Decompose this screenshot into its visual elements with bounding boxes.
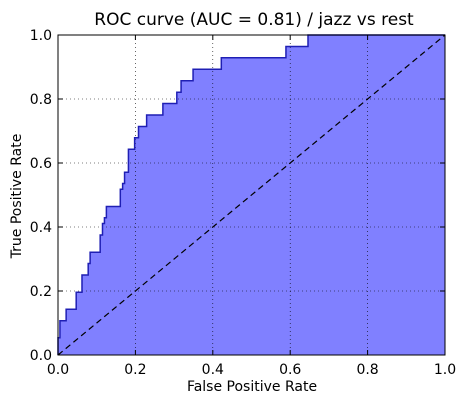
x-tick-label: 0.8: [356, 362, 378, 378]
y-tick-label: 1.0: [30, 28, 52, 44]
x-tick-label: 0.4: [202, 362, 224, 378]
y-tick-label: 0.2: [30, 284, 52, 300]
plot-area: [57, 34, 446, 356]
chance-diagonal-line: [57, 34, 446, 356]
y-tick-label: 0.0: [30, 348, 52, 364]
x-axis-label: False Positive Rate: [187, 379, 317, 395]
x-axis-ticks: 0.0 0.2 0.4 0.6 0.8 1.0: [47, 35, 456, 378]
x-tick-label: 0.0: [47, 362, 69, 378]
y-axis-label: True Positive Rate: [9, 134, 25, 260]
grid-lines: [58, 35, 445, 355]
x-tick-label: 1.0: [434, 362, 456, 378]
y-axis-ticks: 0.0 0.2 0.4 0.6 0.8 1.0: [30, 28, 445, 364]
x-tick-label: 0.6: [279, 362, 301, 378]
chart-title: ROC curve (AUC = 0.81) / jazz vs rest: [94, 10, 414, 30]
y-tick-label: 0.4: [30, 220, 52, 236]
plot-frame: [57, 34, 446, 356]
roc-curve-line: [57, 34, 445, 355]
y-tick-label: 0.6: [30, 156, 52, 172]
x-tick-label: 0.2: [124, 362, 146, 378]
y-tick-label: 0.8: [30, 92, 52, 108]
